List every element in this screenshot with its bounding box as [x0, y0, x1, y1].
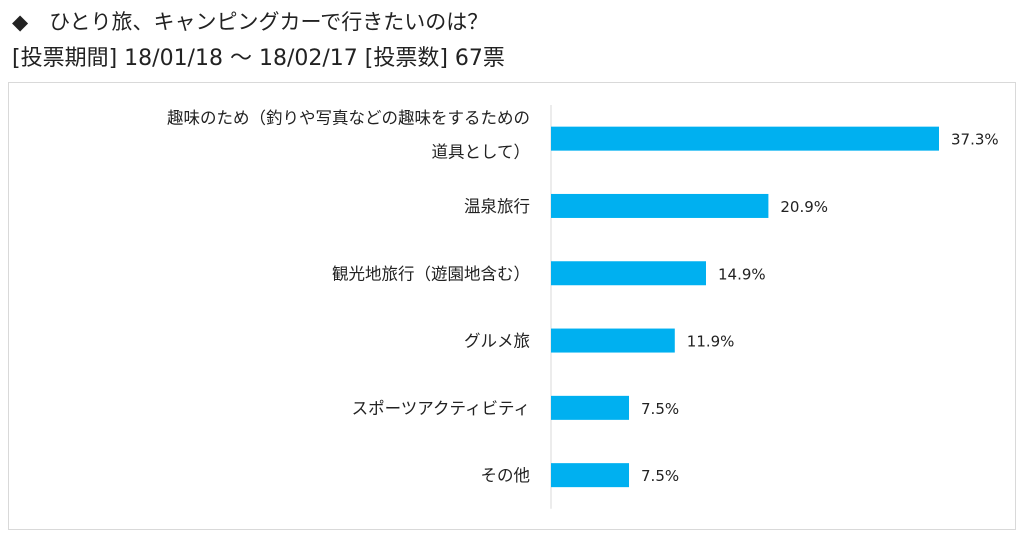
category-label: 趣味のため（釣りや写真などの趣味をするための [167, 109, 530, 128]
category-label: スポーツアクティビティ [352, 399, 530, 418]
vote-info: [投票期間] 18/01/18 ～ 18/02/17 [投票数] 67票 [12, 46, 505, 71]
bar [551, 328, 675, 353]
data-label: 20.9% [780, 198, 828, 216]
category-label: 観光地旅行（遊園地含む） [332, 264, 530, 283]
data-label: 7.5% [641, 400, 679, 418]
bar [551, 463, 630, 488]
bar [551, 261, 706, 286]
chart-title: ◆ ひとり旅、キャンピングカーで行きたいのは？ [12, 10, 489, 34]
category-label: その他 [481, 466, 531, 485]
bar [551, 193, 769, 218]
bar [551, 395, 630, 420]
bar [551, 126, 939, 151]
category-label: グルメ旅 [464, 332, 530, 351]
data-label: 7.5% [641, 467, 679, 485]
data-label: 14.9% [718, 265, 766, 283]
data-label: 11.9% [687, 333, 735, 351]
category-label: 道具として） [431, 143, 530, 162]
chart-frame [8, 82, 1016, 530]
category-label: 温泉旅行 [464, 197, 530, 216]
data-label: 37.3% [951, 131, 999, 149]
